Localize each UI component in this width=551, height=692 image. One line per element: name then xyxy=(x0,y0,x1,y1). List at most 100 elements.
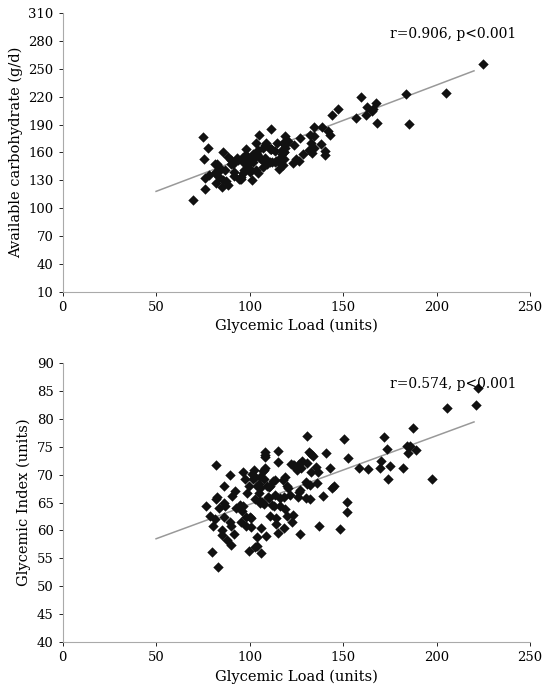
Point xyxy=(212,158,221,170)
Point xyxy=(314,521,323,532)
Point xyxy=(291,153,300,164)
Point xyxy=(325,129,334,140)
Point xyxy=(212,492,221,503)
Point xyxy=(237,174,246,185)
Point xyxy=(250,541,259,552)
Point xyxy=(245,167,254,178)
Point xyxy=(356,91,365,102)
Point xyxy=(261,156,269,167)
Point xyxy=(251,471,260,482)
Point xyxy=(235,174,244,185)
Point xyxy=(279,522,288,534)
Point xyxy=(377,456,386,467)
Point xyxy=(279,475,288,486)
Point xyxy=(245,480,253,491)
Point xyxy=(241,150,250,161)
Point xyxy=(295,528,304,539)
Point xyxy=(210,513,219,525)
Point xyxy=(306,480,315,491)
Point xyxy=(271,145,280,156)
Point xyxy=(295,486,304,498)
Point xyxy=(270,489,279,500)
Point xyxy=(278,148,287,159)
Point xyxy=(281,131,290,142)
Point xyxy=(342,496,351,507)
Point xyxy=(240,152,249,163)
Point xyxy=(245,545,253,556)
Point xyxy=(230,170,239,181)
Point xyxy=(308,147,317,158)
Point xyxy=(275,500,284,511)
Point xyxy=(238,466,247,477)
Point xyxy=(223,534,232,545)
Point xyxy=(296,484,305,495)
Point xyxy=(383,474,392,485)
Point xyxy=(368,105,376,116)
Point xyxy=(222,175,230,186)
Point xyxy=(306,137,315,148)
Point xyxy=(249,152,257,163)
Point xyxy=(307,466,316,477)
Point xyxy=(401,89,410,100)
Point xyxy=(404,448,413,459)
Point xyxy=(206,511,214,522)
Point xyxy=(239,156,248,167)
Point xyxy=(251,165,260,176)
Point xyxy=(260,465,268,476)
Point xyxy=(212,167,221,178)
Point xyxy=(212,493,220,504)
Point xyxy=(290,139,299,150)
Point xyxy=(256,495,264,507)
Point xyxy=(339,434,348,445)
Point xyxy=(473,382,482,393)
Point xyxy=(371,97,380,108)
Point xyxy=(266,481,274,492)
Point xyxy=(268,156,277,167)
Point xyxy=(242,158,251,169)
Point xyxy=(321,149,329,160)
Point xyxy=(334,104,343,115)
Point xyxy=(257,523,266,534)
Point xyxy=(281,139,290,150)
Point xyxy=(267,123,276,134)
Point xyxy=(255,479,263,490)
Point xyxy=(273,138,282,149)
Point xyxy=(218,181,226,192)
Point xyxy=(260,498,268,509)
Point xyxy=(428,473,437,484)
Point xyxy=(226,540,235,551)
Point xyxy=(411,444,420,455)
Point xyxy=(267,500,276,511)
Point xyxy=(225,516,234,527)
X-axis label: Glycemic Load (units): Glycemic Load (units) xyxy=(215,669,378,684)
Point xyxy=(362,110,371,121)
Point xyxy=(267,143,276,154)
Point xyxy=(242,512,251,523)
Point xyxy=(264,482,273,493)
Point xyxy=(256,497,264,508)
Point xyxy=(323,126,332,137)
Point xyxy=(274,527,283,538)
Point xyxy=(289,459,298,471)
Point xyxy=(257,154,266,165)
Point xyxy=(252,541,261,552)
Point xyxy=(204,143,213,154)
Point xyxy=(309,131,318,142)
Point xyxy=(270,474,279,485)
Point xyxy=(255,471,264,482)
Point xyxy=(296,132,305,143)
Point xyxy=(264,491,273,502)
Point xyxy=(210,167,219,179)
Point xyxy=(247,468,256,480)
Point xyxy=(233,153,241,164)
Point xyxy=(271,518,280,529)
Point xyxy=(253,480,262,491)
Point xyxy=(230,167,239,178)
Point xyxy=(369,104,377,115)
Point xyxy=(208,546,217,557)
Point xyxy=(250,465,259,476)
Point xyxy=(214,172,223,183)
Point xyxy=(254,488,263,499)
Point xyxy=(220,164,229,175)
Point xyxy=(281,143,290,154)
